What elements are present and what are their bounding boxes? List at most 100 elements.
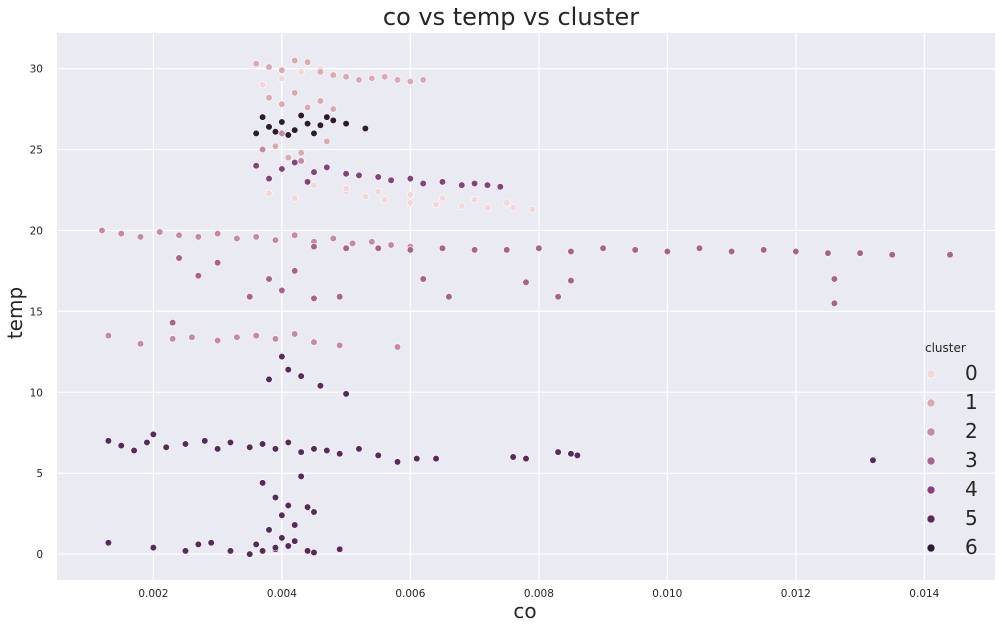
cluster-5-point bbox=[297, 472, 305, 481]
cluster-1-point bbox=[381, 73, 389, 81]
cluster-2-point bbox=[233, 234, 241, 243]
cluster-1-point bbox=[271, 142, 280, 150]
cluster-1-point bbox=[329, 105, 337, 113]
cluster-5-point bbox=[284, 366, 292, 374]
x-tick-label: 0.010 bbox=[652, 588, 682, 600]
cluster-6-point bbox=[252, 129, 260, 137]
cluster-5-point bbox=[291, 521, 299, 529]
legend-marker-5 bbox=[926, 514, 936, 524]
cluster-0-point bbox=[528, 205, 537, 213]
cluster-5-point bbox=[310, 508, 318, 516]
cluster-5-point bbox=[303, 503, 312, 511]
cluster-5-point bbox=[336, 545, 344, 553]
cluster-2-point bbox=[169, 335, 177, 343]
cluster-3-point bbox=[438, 244, 447, 252]
cluster-0-point bbox=[342, 184, 350, 192]
cluster-1-point bbox=[316, 68, 325, 76]
cluster-6-point bbox=[258, 113, 267, 121]
cluster-0-point bbox=[374, 187, 382, 196]
cluster-3-point bbox=[406, 246, 414, 254]
cluster-2-point bbox=[291, 330, 299, 338]
legend-marker-0 bbox=[926, 369, 936, 379]
cluster-4-point bbox=[265, 175, 273, 183]
cluster-5-point bbox=[194, 540, 202, 548]
cluster-5-point bbox=[316, 382, 325, 390]
cluster-3-point bbox=[342, 244, 350, 252]
cluster-3-point bbox=[445, 293, 453, 301]
cluster-4-point bbox=[278, 165, 286, 173]
y-tick-label: 0 bbox=[36, 549, 43, 561]
cluster-2-point bbox=[252, 233, 260, 241]
x-tick-label: 0.014 bbox=[909, 588, 939, 600]
cluster-6-point bbox=[342, 120, 350, 128]
cluster-2-point bbox=[136, 340, 145, 348]
cluster-5-point bbox=[258, 479, 267, 487]
cluster-2-point bbox=[156, 228, 164, 236]
cluster-5-point bbox=[246, 443, 254, 451]
cluster-2-point bbox=[258, 145, 267, 154]
cluster-6-point bbox=[297, 111, 305, 120]
cluster-1-point bbox=[393, 76, 402, 84]
cluster-4-point bbox=[342, 170, 350, 178]
cluster-2-point bbox=[252, 332, 260, 340]
cluster-6-point bbox=[303, 120, 312, 128]
cluster-1-point bbox=[284, 154, 292, 162]
cluster-5-point bbox=[104, 437, 112, 445]
cluster-1-point bbox=[252, 60, 260, 68]
legend-label-5: 5 bbox=[965, 506, 978, 530]
cluster-0-point bbox=[361, 192, 369, 201]
legend-marker-4 bbox=[926, 485, 936, 495]
cluster-1-point bbox=[406, 77, 414, 86]
cluster-3-point bbox=[663, 247, 671, 256]
cluster-5-point bbox=[297, 448, 305, 456]
legend-marker-1 bbox=[926, 398, 936, 408]
cluster-0-point bbox=[310, 181, 318, 189]
cluster-5-point bbox=[310, 548, 318, 557]
legend-marker-2 bbox=[926, 427, 936, 437]
cluster-3-point bbox=[856, 249, 864, 257]
cluster-3-point bbox=[830, 275, 838, 283]
cluster-5-point bbox=[181, 547, 190, 555]
cluster-3-point bbox=[554, 293, 562, 301]
cluster-1-point bbox=[265, 94, 273, 102]
cluster-5-point bbox=[271, 445, 280, 453]
cluster-0-point bbox=[432, 200, 440, 209]
cluster-5-point bbox=[284, 501, 292, 510]
cluster-4-point bbox=[303, 178, 312, 186]
cluster-3-point bbox=[946, 251, 954, 259]
cluster-6-point bbox=[278, 118, 286, 126]
cluster-1-point bbox=[316, 97, 325, 105]
cluster-3-point bbox=[310, 243, 318, 251]
cluster-5-point bbox=[143, 438, 151, 447]
cluster-0-point bbox=[291, 194, 299, 202]
cluster-2-point bbox=[291, 231, 299, 239]
cluster-2-point bbox=[310, 338, 318, 346]
legend-label-1: 1 bbox=[965, 390, 978, 414]
cluster-1-point bbox=[278, 66, 286, 74]
cluster-6-point bbox=[271, 128, 280, 136]
chart-title: co vs temp vs cluster bbox=[383, 3, 639, 31]
cluster-6-point bbox=[316, 121, 325, 129]
cluster-5-point bbox=[226, 438, 235, 447]
cluster-4-point bbox=[323, 163, 331, 171]
cluster-3-point bbox=[291, 267, 299, 275]
cluster-5-point bbox=[252, 540, 260, 548]
cluster-6-point bbox=[265, 123, 273, 131]
cluster-5-point bbox=[509, 453, 517, 461]
y-axis-label: temp bbox=[3, 287, 27, 339]
y-tick-labels: 0 5 10 15 20 25 30 bbox=[30, 64, 43, 562]
cluster-1-point bbox=[265, 63, 273, 71]
cluster-5-point bbox=[310, 445, 318, 453]
cluster-2-point bbox=[336, 341, 344, 349]
cluster-5-point bbox=[336, 450, 344, 458]
cluster-5-point bbox=[291, 537, 299, 545]
cluster-2-point bbox=[271, 236, 280, 244]
cluster-3-point bbox=[830, 299, 838, 307]
legend-label-0: 0 bbox=[965, 361, 978, 385]
cluster-3-point bbox=[374, 244, 382, 252]
cluster-6-point bbox=[310, 129, 318, 137]
cluster-2-point bbox=[136, 233, 145, 241]
cluster-3-point bbox=[265, 275, 273, 283]
cluster-4-point bbox=[252, 162, 260, 170]
cluster-5-point bbox=[265, 526, 273, 534]
